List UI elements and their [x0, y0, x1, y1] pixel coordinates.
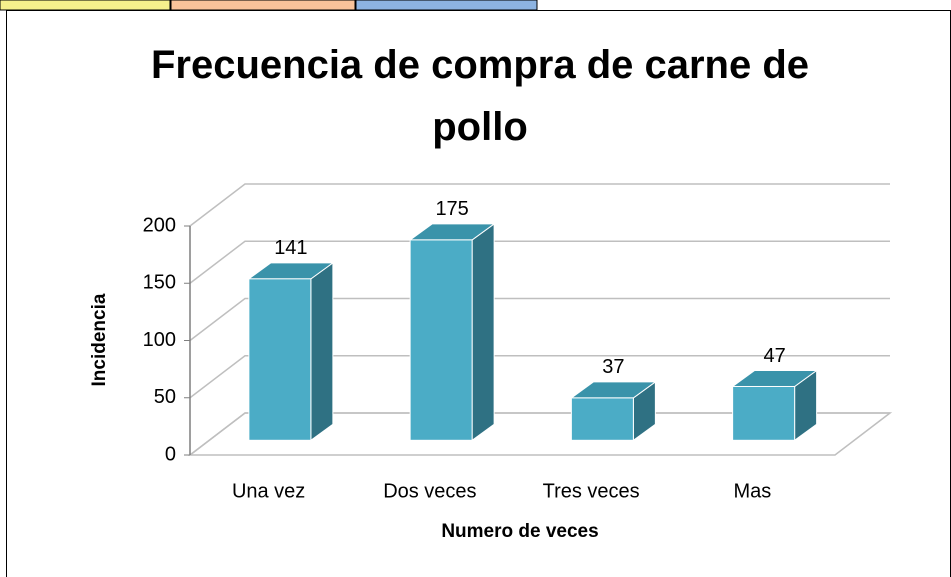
x-axis-label: Numero de veces: [441, 521, 598, 542]
data-label: 141: [274, 237, 307, 259]
grid-line: [189, 412, 890, 456]
bar-front: [570, 397, 634, 441]
bar: [569, 380, 657, 442]
bar-side: [471, 222, 495, 442]
cell: [170, 0, 356, 11]
bar-front: [732, 385, 796, 441]
y-tick-label: 150: [143, 272, 176, 294]
y-axis-label: Incidencia: [89, 293, 110, 386]
bar-front: [248, 278, 312, 441]
x-tick-label: Tres veces: [543, 480, 640, 502]
bar-side: [310, 261, 334, 442]
cell: [355, 0, 538, 11]
grid-line: [189, 297, 890, 342]
bar: [408, 222, 496, 442]
bar-front: [409, 239, 473, 441]
x-tick-label: Dos veces: [383, 480, 476, 502]
bar: [247, 261, 335, 442]
y-tick-label: 100: [143, 329, 176, 351]
chart-title: Frecuencia de compra de carne de pollo: [150, 43, 810, 149]
y-tick-label: 200: [143, 214, 176, 236]
grid-line: [189, 355, 890, 399]
data-label: 47: [764, 345, 786, 367]
data-label: 175: [435, 198, 468, 220]
data-label: 37: [602, 356, 624, 378]
y-tick-label: 50: [154, 386, 176, 408]
cell: [0, 0, 171, 11]
grid-line: [189, 183, 890, 227]
grid-line: [189, 240, 890, 284]
x-tick-label: Una vez: [232, 480, 305, 502]
bar: [731, 369, 819, 442]
y-tick-label: 0: [165, 443, 176, 465]
x-tick-label: Mas: [733, 480, 771, 502]
